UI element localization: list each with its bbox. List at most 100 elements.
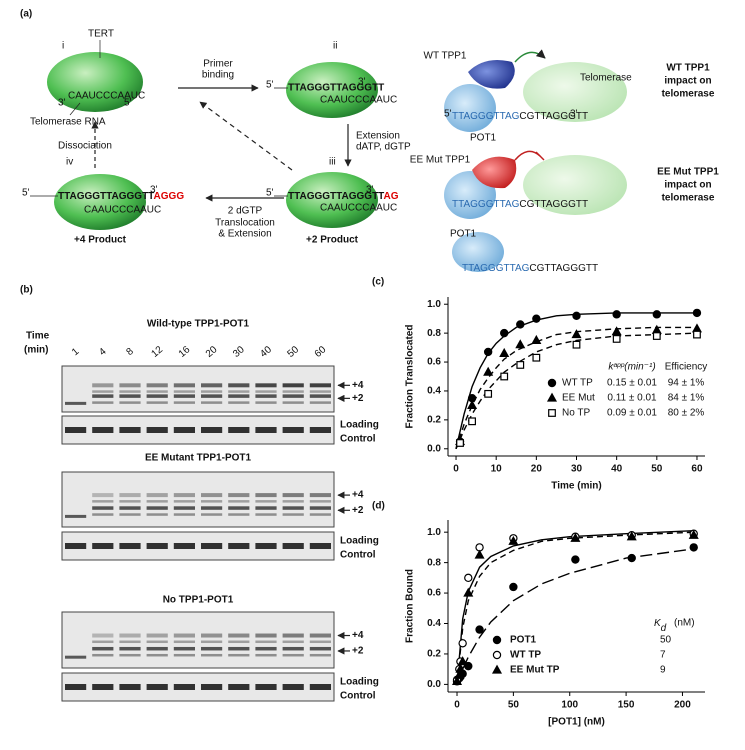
- gel-band: [119, 401, 141, 404]
- data-point: [516, 320, 525, 329]
- loading-band: [201, 427, 223, 433]
- band-label: +4: [352, 630, 364, 641]
- impact-label: telomerase: [662, 193, 715, 204]
- gel-band: [92, 640, 114, 644]
- loading-band: [173, 684, 195, 690]
- gel-band: [146, 401, 168, 404]
- telomerase: [286, 172, 378, 228]
- loading-label: Loading: [340, 536, 379, 547]
- lane-label: 50: [285, 344, 301, 360]
- y-tick-label: 0.4: [427, 386, 441, 397]
- arrow-label: Translocation: [215, 218, 275, 229]
- prime: 5': [22, 188, 30, 199]
- data-point: [572, 340, 581, 349]
- gel-band: [119, 500, 141, 503]
- loading-band: [92, 427, 114, 433]
- gel-band: [92, 513, 114, 516]
- gel-band: [92, 653, 114, 657]
- y-tick-label: 0.4: [427, 618, 441, 629]
- gel-band: [201, 390, 223, 393]
- gel-band: [92, 390, 114, 393]
- template-seq: CAAUCCCAAUC: [320, 95, 397, 106]
- y-axis-label: Fraction Bound: [405, 569, 416, 643]
- loading-band: [282, 543, 304, 549]
- gel-band: [309, 401, 331, 404]
- arrow: [514, 49, 546, 63]
- x-tick-label: 20: [531, 464, 543, 475]
- gel-title: Wild-type TPP1-POT1: [147, 319, 250, 330]
- loading-band: [228, 543, 250, 549]
- product-label: +4 Product: [74, 235, 127, 246]
- gel-band: [146, 640, 168, 644]
- gel-band: [255, 493, 277, 498]
- legend-efficiency: 80 ± 2%: [668, 408, 705, 419]
- gel-band: [119, 394, 141, 398]
- legend-label: EE Mut TP: [510, 665, 560, 676]
- band-label: +2: [352, 393, 364, 404]
- data-point: [458, 639, 467, 648]
- gel-band: [201, 394, 223, 398]
- x-tick-label: 100: [561, 700, 578, 711]
- model-label: WT TPP1: [424, 51, 467, 62]
- gel-band: [309, 653, 331, 657]
- panel-label: (c): [372, 277, 384, 288]
- legend-marker: [546, 392, 558, 402]
- step-label: i: [62, 41, 64, 52]
- loading-band: [146, 427, 168, 433]
- y-tick-label: 0.0: [427, 679, 441, 690]
- impact-label: impact on: [664, 76, 711, 87]
- loading-band: [173, 427, 195, 433]
- step-label: iv: [66, 157, 73, 168]
- x-tick-label: 0: [453, 464, 459, 475]
- gel-band: [282, 401, 304, 404]
- gel-band: [255, 390, 277, 393]
- gel-band: [255, 500, 277, 503]
- x-tick-label: 50: [651, 464, 663, 475]
- legend-label: POT1: [510, 635, 537, 646]
- gel-band: [146, 653, 168, 657]
- gel-band: [282, 640, 304, 644]
- telomerase: [54, 174, 146, 230]
- product-seq-part: AGGG: [154, 191, 185, 202]
- gel-band: [173, 394, 195, 398]
- arrow: [199, 101, 293, 171]
- data-point: [508, 535, 519, 545]
- gel-band: [201, 646, 223, 651]
- gel-band: [173, 633, 195, 638]
- model-seq-part: CGTTAGGGTT: [519, 111, 588, 122]
- data-point: [531, 334, 542, 344]
- y-tick-label: 0.2: [427, 415, 441, 426]
- loading-band: [309, 427, 331, 433]
- data-point: [468, 417, 476, 426]
- data-point: [626, 531, 637, 541]
- lane-label: 30: [231, 344, 247, 360]
- legend-marker: [492, 635, 502, 645]
- gel-band: [201, 383, 223, 388]
- gel-band: [119, 633, 141, 638]
- gel-band: [119, 506, 141, 510]
- gel-band: [146, 493, 168, 498]
- y-axis-label: Fraction Translocated: [405, 325, 416, 429]
- loading-band: [228, 427, 250, 433]
- arrow-label: Primer: [203, 59, 233, 70]
- legend-header: kᵃᵖᵖ(min⁻¹): [608, 362, 655, 373]
- y-tick-label: 0.8: [427, 328, 441, 339]
- legend-efficiency: 94 ± 1%: [668, 378, 705, 389]
- data-point: [611, 326, 622, 336]
- data-point: [509, 582, 518, 592]
- loading-band: [119, 684, 141, 690]
- gel-band: [228, 640, 250, 644]
- legend-marker: [548, 409, 556, 417]
- gel-band: [201, 506, 223, 510]
- x-tick-label: 40: [611, 464, 623, 475]
- gel-band: [309, 640, 331, 644]
- loading-band: [201, 684, 223, 690]
- gel-band: [146, 390, 168, 393]
- gel-band: [201, 640, 223, 644]
- band-label: +4: [352, 380, 364, 391]
- gel-band: [201, 513, 223, 516]
- gel-band: [228, 653, 250, 657]
- gel-band: [282, 500, 304, 503]
- loading-label: Control: [340, 550, 376, 561]
- lane-label: 1: [70, 346, 82, 358]
